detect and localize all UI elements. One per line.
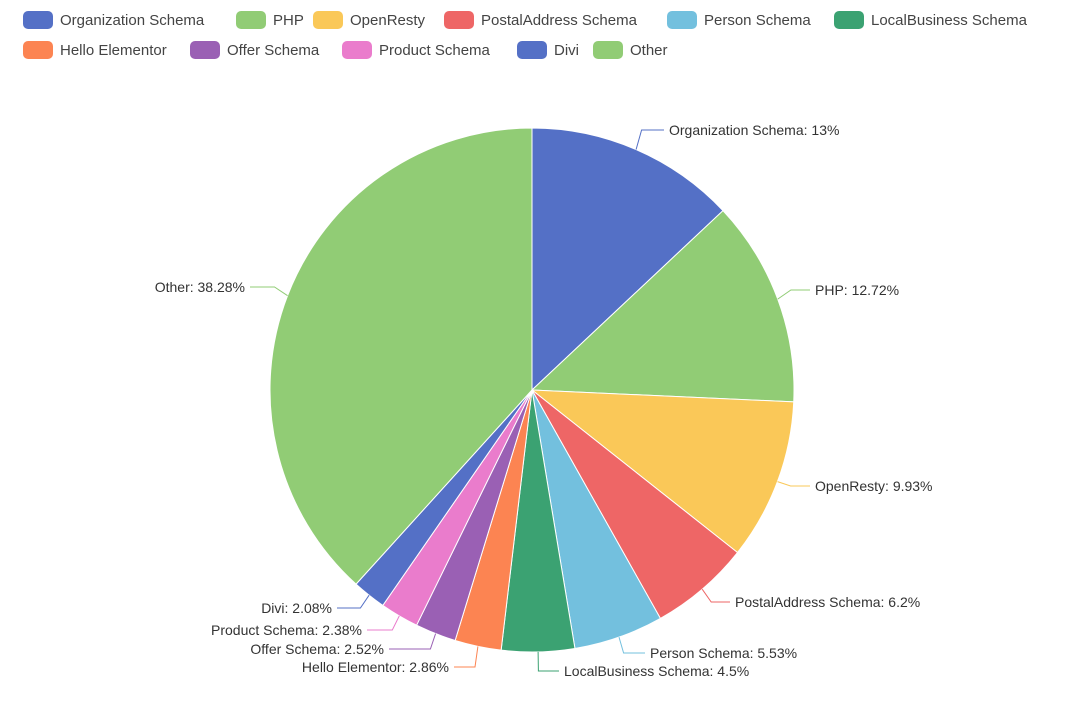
legend-label: LocalBusiness Schema — [871, 11, 1027, 29]
slice-label: OpenResty: 9.93% — [815, 478, 933, 494]
slice-label: PostalAddress Schema: 6.2% — [735, 594, 920, 610]
legend-swatch — [23, 41, 53, 59]
legend-label: Hello Elementor — [60, 41, 167, 59]
legend-swatch — [313, 11, 343, 29]
slice-label: Person Schema: 5.53% — [650, 645, 797, 661]
legend-label: Offer Schema — [227, 41, 320, 59]
legend-label: PostalAddress Schema — [481, 11, 637, 29]
legend-swatch — [517, 41, 547, 59]
legend-item[interactable]: PHP — [236, 10, 304, 30]
legend-label: Divi — [554, 41, 579, 59]
pie-slice[interactable] — [269, 127, 533, 585]
legend-swatch — [190, 41, 220, 59]
legend-item[interactable]: Offer Schema — [190, 40, 319, 60]
legend-label: Organization Schema — [60, 11, 205, 29]
slice-label: Organization Schema: 13% — [669, 122, 839, 138]
label-leader-line — [701, 588, 730, 603]
legend-item[interactable]: Hello Elementor — [23, 40, 167, 60]
slice-label: Offer Schema: 2.52% — [250, 641, 384, 657]
slice-label: PHP: 12.72% — [815, 282, 899, 298]
label-leader-line — [777, 289, 810, 300]
slice-label: Other: 38.28% — [155, 279, 245, 295]
legend-label: Product Schema — [379, 41, 490, 59]
legend-item[interactable]: Person Schema — [667, 10, 811, 30]
label-leader-line — [389, 633, 437, 650]
legend-swatch — [593, 41, 623, 59]
label-leader-line — [635, 129, 664, 150]
label-leader-line — [777, 481, 810, 487]
legend-label: Person Schema — [704, 11, 811, 29]
legend-item[interactable]: OpenResty — [313, 10, 425, 30]
legend-swatch — [23, 11, 53, 29]
label-leader-line — [454, 646, 479, 668]
pie-slice[interactable] — [531, 127, 724, 392]
slice-label: LocalBusiness Schema: 4.5% — [564, 663, 749, 679]
legend-label: PHP — [273, 11, 304, 29]
legend-swatch — [342, 41, 372, 59]
slice-label: Product Schema: 2.38% — [211, 622, 362, 638]
label-leader-line — [367, 615, 400, 631]
slice-label: Hello Elementor: 2.86% — [302, 659, 449, 675]
legend-item[interactable]: Organization Schema — [23, 10, 204, 30]
label-leader-line — [537, 651, 559, 672]
legend-item[interactable]: PostalAddress Schema — [444, 10, 637, 30]
label-leader-line — [250, 286, 288, 297]
legend-label: Other — [630, 41, 668, 59]
slice-label: Divi: 2.08% — [261, 600, 332, 616]
pie-slice[interactable] — [530, 389, 795, 554]
label-leader-line — [337, 594, 370, 609]
legend-item[interactable]: Product Schema — [342, 40, 490, 60]
legend-item[interactable]: Divi — [517, 40, 579, 60]
legend-swatch — [667, 11, 697, 29]
legend-swatch — [236, 11, 266, 29]
legend-item[interactable]: Other — [593, 40, 668, 60]
legend-item[interactable]: LocalBusiness Schema — [834, 10, 1027, 30]
label-leader-line — [618, 636, 645, 654]
legend-swatch — [834, 11, 864, 29]
legend-swatch — [444, 11, 474, 29]
legend-label: OpenResty — [350, 11, 426, 29]
